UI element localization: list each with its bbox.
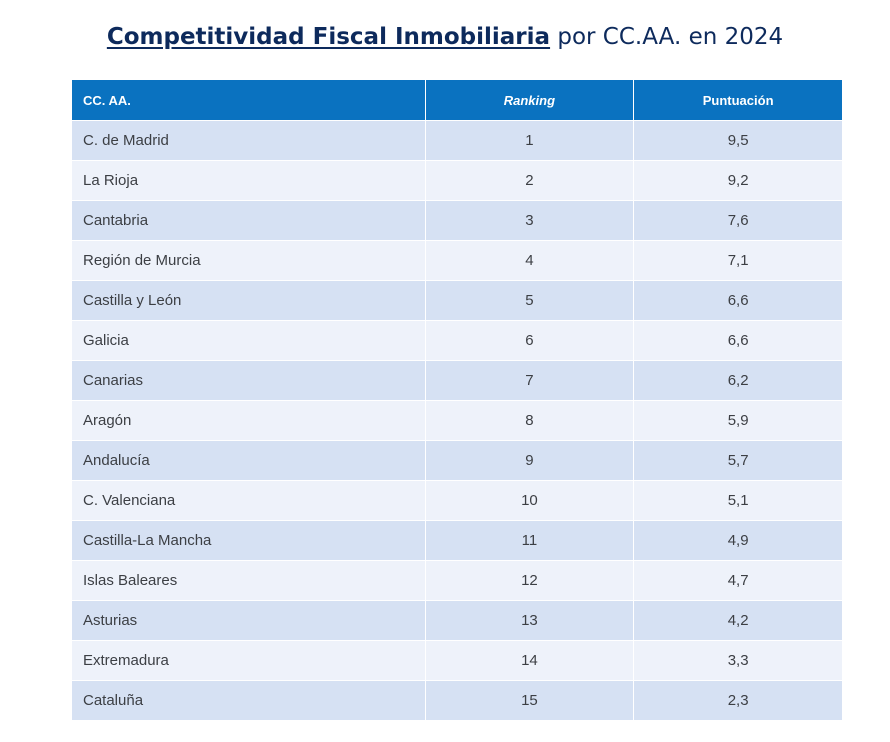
table-row: Galicia 6 6,6 <box>72 320 842 360</box>
header-ranking: Ranking <box>426 80 635 120</box>
cell-ranking: 8 <box>426 401 635 440</box>
cell-ccaa: Aragón <box>72 401 426 440</box>
table-row: Canarias 7 6,2 <box>72 360 842 400</box>
cell-ccaa: Canarias <box>72 361 426 400</box>
cell-ranking: 4 <box>426 241 635 280</box>
cell-ranking: 12 <box>426 561 635 600</box>
cell-puntuacion: 6,2 <box>727 372 749 389</box>
table-row: Cataluña 15 2,3 <box>72 680 842 720</box>
table-row: Aragón 8 5,9 <box>72 400 842 440</box>
cell-ccaa: Castilla y León <box>72 281 426 320</box>
cell-ccaa: Andalucía <box>72 441 426 480</box>
cell-ranking: 9 <box>426 441 635 480</box>
table-row: C. Valenciana 10 5,1 <box>72 480 842 520</box>
table-row: C. de Madrid 1 9,5 <box>72 120 842 160</box>
cell-puntuacion: 5,1 <box>727 492 749 509</box>
cell-ccaa: Galicia <box>72 321 426 360</box>
cell-ccaa: Extremadura <box>72 641 426 680</box>
cell-puntuacion: 7,1 <box>727 252 749 269</box>
title-rest: por CC.AA. en 2024 <box>550 24 784 50</box>
cell-ccaa: Islas Baleares <box>72 561 426 600</box>
cell-ranking: 10 <box>426 481 635 520</box>
cell-ranking: 1 <box>426 121 635 160</box>
header-puntuacion: Puntuación <box>702 92 774 108</box>
table-row: Asturias 13 4,2 <box>72 600 842 640</box>
table-row: Castilla-La Mancha 11 4,9 <box>72 520 842 560</box>
cell-puntuacion: 5,7 <box>727 452 749 469</box>
table-row: Andalucía 9 5,7 <box>72 440 842 480</box>
cell-puntuacion: 6,6 <box>727 332 749 349</box>
table-row: Extremadura 14 3,3 <box>72 640 842 680</box>
cell-ranking: 7 <box>426 361 635 400</box>
table-row: Islas Baleares 12 4,7 <box>72 560 842 600</box>
table-row: Región de Murcia 4 7,1 <box>72 240 842 280</box>
cell-puntuacion: 4,7 <box>727 572 749 589</box>
cell-puntuacion: 7,6 <box>727 212 749 229</box>
table-row: Cantabria 3 7,6 <box>72 200 842 240</box>
cell-puntuacion: 6,6 <box>727 292 749 309</box>
cell-puntuacion: 9,5 <box>727 132 749 149</box>
cell-ccaa: Cantabria <box>72 201 426 240</box>
cell-puntuacion: 4,9 <box>727 532 749 549</box>
cell-ranking: 3 <box>426 201 635 240</box>
cell-puntuacion: 9,2 <box>727 172 749 189</box>
cell-ranking: 15 <box>426 681 635 720</box>
cell-ranking: 11 <box>426 521 635 560</box>
cell-ranking: 14 <box>426 641 635 680</box>
cell-ccaa: C. Valenciana <box>72 481 426 520</box>
cell-ranking: 5 <box>426 281 635 320</box>
cell-ccaa: Cataluña <box>72 681 426 720</box>
cell-ccaa: La Rioja <box>72 161 426 200</box>
cell-puntuacion: 3,3 <box>727 652 749 669</box>
ranking-table: CC. AA. Ranking Puntuación C. de Madrid 1… <box>72 80 842 720</box>
cell-puntuacion: 2,3 <box>727 692 749 709</box>
cell-ranking: 6 <box>426 321 635 360</box>
cell-ccaa: Castilla-La Mancha <box>72 521 426 560</box>
cell-ccaa: C. de Madrid <box>72 121 426 160</box>
table-header-row: CC. AA. Ranking Puntuación <box>72 80 842 120</box>
table-row: Castilla y León 5 6,6 <box>72 280 842 320</box>
page-title: Competitividad Fiscal Inmobiliaria por C… <box>0 24 890 50</box>
cell-ranking: 13 <box>426 601 635 640</box>
cell-ranking: 2 <box>426 161 635 200</box>
title-strong[interactable]: Competitividad Fiscal Inmobiliaria <box>106 24 551 50</box>
cell-ccaa: Región de Murcia <box>72 241 426 280</box>
header-ccaa: CC. AA. <box>72 80 426 120</box>
cell-puntuacion: 5,9 <box>727 412 749 429</box>
cell-ccaa: Asturias <box>72 601 426 640</box>
cell-puntuacion: 4,2 <box>727 612 749 629</box>
table-row: La Rioja 2 9,2 <box>72 160 842 200</box>
